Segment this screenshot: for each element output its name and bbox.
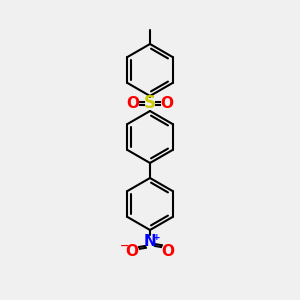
Text: S: S xyxy=(144,94,156,112)
Text: O: O xyxy=(127,96,140,111)
Text: O: O xyxy=(125,244,139,259)
Text: +: + xyxy=(153,232,161,242)
Text: N: N xyxy=(144,235,156,250)
Text: O: O xyxy=(161,244,175,259)
Text: −: − xyxy=(120,241,130,251)
Text: O: O xyxy=(160,96,173,111)
